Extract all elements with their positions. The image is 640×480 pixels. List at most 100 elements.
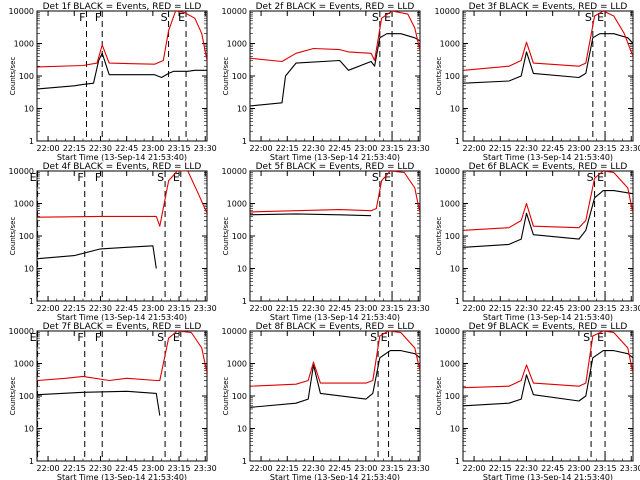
x-tick-label: 22:45 — [115, 144, 138, 153]
y-tick-label: 1000 — [227, 40, 247, 49]
chart-title: Det 4f BLACK = Events, RED = LLD — [43, 162, 202, 172]
y-axis-label: Counts/sec — [435, 377, 443, 416]
x-tick-label: 22:45 — [115, 464, 138, 473]
chart-title: Det 6f BLACK = Events, RED = LLD — [469, 162, 628, 172]
x-tick-label: 23:00 — [354, 144, 377, 153]
y-tick-label: 10000 — [222, 7, 247, 16]
event-marker-label: S — [157, 171, 164, 184]
plot-frame — [249, 170, 421, 302]
detector-chart-6: Det 6f BLACK = Events, RED = LLD 1 10 100 10… — [435, 162, 640, 322]
x-tick-label: 22:30 — [302, 304, 325, 313]
event-marker-label: S — [370, 331, 377, 344]
y-tick-label: 10 — [237, 425, 247, 434]
series-line-events — [463, 190, 633, 248]
y-tick-label: 1000 — [14, 40, 34, 49]
y-tick-label: 1000 — [227, 200, 247, 209]
x-tick-label: 22:00 — [250, 304, 273, 313]
detector-chart-3: Det 3f BLACK = Events, RED = LLD 1 10 100 10… — [435, 2, 640, 162]
series-group — [463, 331, 633, 407]
x-tick-label: 22:00 — [463, 304, 486, 313]
y-tick-label: 1 — [29, 457, 34, 466]
x-tick-label: 22:30 — [515, 464, 538, 473]
x-tick-label: 23:15 — [381, 304, 404, 313]
event-marker-label: S — [157, 331, 164, 344]
x-tick-label: 23:15 — [594, 304, 617, 313]
y-tick-label: 1 — [242, 137, 247, 146]
series-group — [250, 331, 420, 408]
x-tick-label: 22:00 — [463, 144, 486, 153]
plot-frame — [249, 10, 421, 142]
series-line-events — [463, 33, 633, 84]
y-axis-label: Counts/sec — [9, 377, 17, 416]
series-group — [250, 171, 420, 217]
x-tick-label: 23:00 — [141, 464, 164, 473]
y-tick-label: 100 — [445, 392, 460, 401]
y-axis-label: Counts/sec — [222, 57, 230, 96]
y-tick-label: 100 — [445, 232, 460, 241]
x-tick-label: 23:15 — [168, 464, 191, 473]
x-tick-label: 22:30 — [302, 144, 325, 153]
detector-chart-2: Det 2f BLACK = Events, RED = LLD 1 10 100 10… — [222, 2, 430, 162]
y-axis-label: Counts/sec — [9, 217, 17, 256]
x-tick-label: 22:15 — [489, 304, 512, 313]
y-axis-label: Counts/sec — [222, 377, 230, 416]
x-axis-label: Start Time (13-Sep-14 21:53:40) — [483, 473, 613, 480]
x-tick-label: 23:30 — [407, 464, 430, 473]
x-tick-label: 22:15 — [276, 304, 299, 313]
event-marker-label: S — [583, 331, 590, 344]
x-tick-label: 22:30 — [515, 144, 538, 153]
chart-title: Det 2f BLACK = Events, RED = LLD — [256, 2, 415, 12]
y-tick-label: 1 — [455, 297, 460, 306]
x-axis-label: Start Time (13-Sep-14 21:53:40) — [57, 153, 187, 162]
x-tick-label: 22:30 — [302, 464, 325, 473]
event-marker-label: E — [381, 331, 388, 344]
y-tick-label: 100 — [232, 232, 247, 241]
y-tick-label: 10 — [24, 425, 34, 434]
y-axis-label: Counts/sec — [435, 217, 443, 256]
plot-frame — [36, 170, 208, 302]
series-line-lld — [250, 171, 420, 214]
y-tick-label: 10 — [450, 265, 460, 274]
x-tick-label: 22:30 — [515, 304, 538, 313]
y-tick-label: 1000 — [14, 200, 34, 209]
x-tick-label: 22:15 — [489, 144, 512, 153]
event-marker-label: S — [372, 11, 379, 24]
y-tick-label: 1000 — [440, 200, 460, 209]
x-axis-label: Start Time (13-Sep-14 21:53:40) — [57, 313, 187, 322]
x-tick-label: 23:15 — [594, 144, 617, 153]
x-tick-label: 22:00 — [37, 144, 60, 153]
x-tick-label: 23:15 — [381, 464, 404, 473]
event-marker-label: F — [77, 171, 83, 184]
series-line-events — [37, 245, 157, 269]
x-tick-label: 23:00 — [141, 304, 164, 313]
series-line-lld — [463, 331, 633, 389]
y-tick-label: 1 — [242, 297, 247, 306]
chart-title: Det 9f BLACK = Events, RED = LLD — [469, 322, 628, 332]
y-tick-label: 10 — [237, 265, 247, 274]
detector-chart-7: Det 7f BLACK = Events, RED = LLD 1 10 100 10… — [9, 322, 217, 480]
x-axis-label: Start Time (13-Sep-14 21:53:40) — [270, 313, 400, 322]
series-group — [37, 11, 207, 90]
x-tick-label: 23:15 — [168, 144, 191, 153]
event-marker-label: F — [95, 11, 101, 24]
x-tick-label: 23:30 — [407, 144, 430, 153]
y-tick-label: 1 — [242, 457, 247, 466]
x-tick-label: 23:00 — [354, 304, 377, 313]
x-tick-label: 23:30 — [620, 464, 640, 473]
plot-frame — [462, 10, 634, 142]
x-tick-label: 23:00 — [567, 304, 590, 313]
y-tick-label: 100 — [19, 392, 34, 401]
x-tick-label: 22:45 — [115, 304, 138, 313]
x-axis-label: Start Time (13-Sep-14 21:53:40) — [483, 313, 613, 322]
x-tick-label: 23:30 — [194, 144, 217, 153]
series-line-lld — [250, 11, 420, 63]
x-tick-label: 23:15 — [594, 464, 617, 473]
x-tick-label: 23:30 — [620, 304, 640, 313]
y-axis-label: Counts/sec — [222, 217, 230, 256]
series-line-lld — [250, 331, 420, 387]
y-tick-label: 10 — [450, 425, 460, 434]
event-marker-label: S — [587, 171, 594, 184]
event-marker-label: F — [77, 331, 83, 344]
event-marker-label: E — [597, 11, 604, 24]
